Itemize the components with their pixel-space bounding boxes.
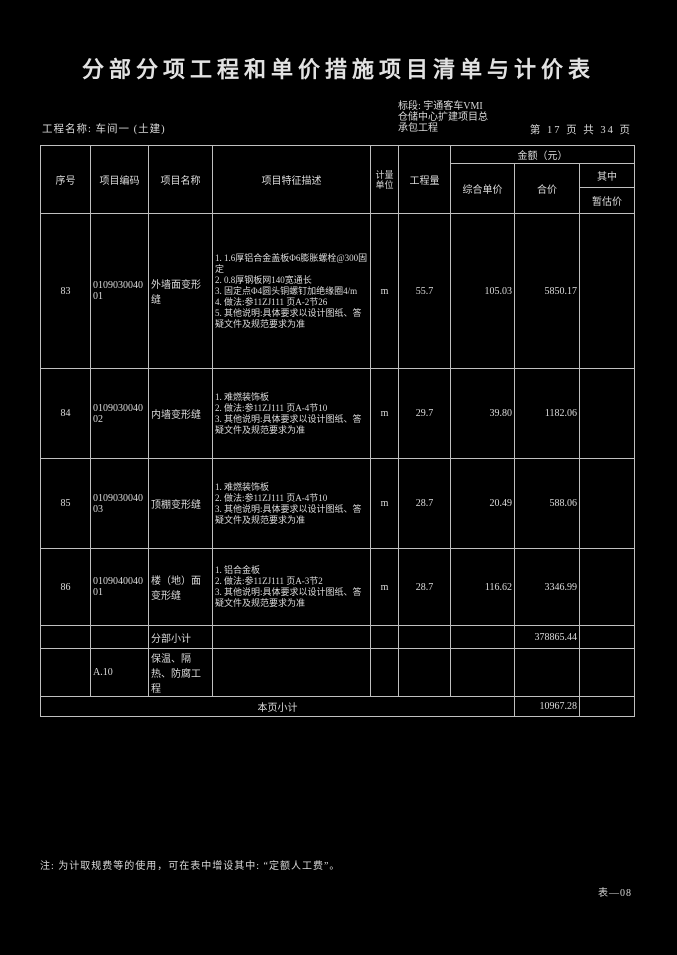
cell-quantity	[398, 648, 451, 697]
section-row: A.10 保温、隔热、防腐工程	[40, 648, 636, 697]
cell-provisional-price	[578, 648, 636, 697]
boq-table: 序号 项目编码 项目名称 项目特征描述 计量 单位 工程量 金额（元） 综合单价…	[40, 145, 636, 717]
cell-total-price	[514, 648, 580, 697]
header-of-which: 其中	[578, 163, 636, 188]
cell-name: 楼（地）面变形缝	[148, 548, 213, 626]
cell-no: 85	[40, 458, 91, 549]
header-unit-price: 综合单价	[450, 163, 515, 214]
table-row: 86 010904004001 楼（地）面变形缝 1. 铝合金板 2. 做法:参…	[40, 548, 636, 626]
cell-unit: m	[370, 548, 399, 626]
cell-quantity: 28.7	[398, 548, 451, 626]
cell-unit	[370, 648, 399, 697]
header-quantity: 工程量	[398, 145, 451, 214]
cell-unit-price	[450, 648, 515, 697]
header-name: 项目名称	[148, 145, 213, 214]
cell-unit	[370, 625, 399, 649]
division-subtotal-row: 分部小计 378865.44	[40, 625, 636, 649]
cell-provisional-price	[578, 625, 636, 649]
footer-note: 注: 为计取规费等的使用，可在表中增设其中: “定额人工费”。	[40, 861, 341, 872]
cell-quantity: 55.7	[398, 213, 451, 369]
cell-unit: m	[370, 458, 399, 549]
section-code: A.10	[90, 648, 149, 697]
cell-unit: m	[370, 368, 399, 459]
cell-provisional-price	[578, 213, 636, 369]
form-code: 表—08	[598, 888, 632, 899]
cell-code: 010904004001	[90, 548, 149, 626]
cell-quantity: 29.7	[398, 368, 451, 459]
cell-provisional-price	[578, 548, 636, 626]
cell-features	[212, 648, 371, 697]
cell-total-price: 5850.17	[514, 213, 580, 369]
header-unit: 计量 单位	[370, 145, 399, 214]
cell-total-price: 1182.06	[514, 368, 580, 459]
cell-provisional-price	[578, 458, 636, 549]
cell-code: 010903004002	[90, 368, 149, 459]
cell-no: 84	[40, 368, 91, 459]
cell-total-price: 588.06	[514, 458, 580, 549]
division-subtotal-value: 378865.44	[514, 625, 580, 649]
cell-provisional-price	[578, 368, 636, 459]
header-amount-group: 金额（元）	[449, 145, 636, 164]
page-subtotal-value: 10967.28	[514, 696, 580, 717]
cell-no	[40, 625, 91, 649]
cell-features	[212, 625, 371, 649]
header-features: 项目特征描述	[212, 145, 371, 214]
cell-name: 内墙变形缝	[148, 368, 213, 459]
page-number-info: 第 17 页 共 34 页	[529, 125, 632, 136]
section-label: 标段: 宇通客车VMI 仓储中心扩建项目总 承包工程	[398, 101, 488, 134]
division-subtotal-label: 分部小计	[148, 625, 213, 649]
section-name: 保温、隔热、防腐工程	[148, 648, 213, 697]
cell-total-price: 3346.99	[514, 548, 580, 626]
cell-name: 外墙面变形缝	[148, 213, 213, 369]
cell-quantity: 28.7	[398, 458, 451, 549]
cell-quantity	[398, 625, 451, 649]
cell-name: 顶棚变形缝	[148, 458, 213, 549]
cell-unit-price	[450, 625, 515, 649]
cell-unit: m	[370, 213, 399, 369]
project-name-label: 工程名称: 车间一 (土建)	[42, 124, 166, 135]
cell-no: 83	[40, 213, 91, 369]
cell-unit-price: 20.49	[450, 458, 515, 549]
cell-unit-price: 105.03	[450, 213, 515, 369]
cell-unit-price: 39.80	[450, 368, 515, 459]
cell-features: 1. 难燃装饰板 2. 做法:参11ZJ111 页A-4节10 3. 其他说明:…	[212, 458, 371, 549]
cell-provisional-price	[578, 696, 636, 717]
header-no: 序号	[40, 145, 91, 214]
table-row: 85 010903004003 顶棚变形缝 1. 难燃装饰板 2. 做法:参11…	[40, 458, 636, 549]
header-code: 项目编码	[90, 145, 149, 214]
cell-no	[40, 648, 91, 697]
table-header-row-1: 序号 项目编码 项目名称 项目特征描述 计量 单位 工程量 金额（元）	[40, 145, 636, 214]
cell-features: 1. 铝合金板 2. 做法:参11ZJ111 页A-3节2 3. 其他说明:具体…	[212, 548, 371, 626]
page-subtotal-label: 本页小计	[40, 696, 515, 717]
cell-features: 1. 1.6厚铝合金盖板Φ6膨胀螺栓@300固定 2. 0.8厚钢板网140宽通…	[212, 213, 371, 369]
header-total-price: 合价	[514, 163, 580, 214]
table-row: 83 010903004001 外墙面变形缝 1. 1.6厚铝合金盖板Φ6膨胀螺…	[40, 213, 636, 369]
page-subtotal-row: 本页小计 10967.28	[40, 696, 636, 717]
cell-features: 1. 难燃装饰板 2. 做法:参11ZJ111 页A-4节10 3. 其他说明:…	[212, 368, 371, 459]
cell-unit-price: 116.62	[450, 548, 515, 626]
cell-no: 86	[40, 548, 91, 626]
cell-code	[90, 625, 149, 649]
table-row: 84 010903004002 内墙变形缝 1. 难燃装饰板 2. 做法:参11…	[40, 368, 636, 459]
cell-code: 010903004001	[90, 213, 149, 369]
page-title: 分部分项工程和单价措施项目清单与计价表	[81, 57, 595, 82]
header-provisional-price: 暂估价	[578, 187, 636, 214]
cell-code: 010903004003	[90, 458, 149, 549]
